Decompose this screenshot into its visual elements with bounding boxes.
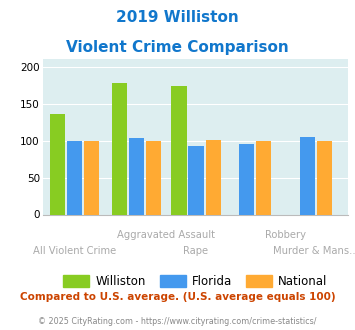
Text: Robbery: Robbery — [265, 230, 306, 240]
Bar — [129, 138, 144, 214]
Text: Compared to U.S. average. (U.S. average equals 100): Compared to U.S. average. (U.S. average … — [20, 292, 335, 302]
Bar — [112, 83, 127, 214]
Bar — [50, 114, 65, 214]
Bar — [239, 144, 254, 214]
Text: 2019 Williston: 2019 Williston — [116, 10, 239, 25]
Bar — [317, 141, 332, 214]
Bar — [146, 141, 162, 214]
Text: Murder & Mans...: Murder & Mans... — [273, 246, 355, 255]
Legend: Williston, Florida, National: Williston, Florida, National — [59, 270, 332, 292]
Bar — [206, 140, 221, 214]
Bar — [256, 141, 271, 214]
Bar — [67, 141, 82, 214]
Bar — [300, 137, 315, 214]
Text: Violent Crime Comparison: Violent Crime Comparison — [66, 40, 289, 54]
Text: All Violent Crime: All Violent Crime — [33, 246, 116, 255]
Text: Rape: Rape — [184, 246, 209, 255]
Bar — [189, 146, 204, 214]
Text: © 2025 CityRating.com - https://www.cityrating.com/crime-statistics/: © 2025 CityRating.com - https://www.city… — [38, 317, 317, 326]
Bar — [171, 86, 186, 214]
Text: Aggravated Assault: Aggravated Assault — [118, 230, 215, 240]
Bar — [84, 141, 99, 214]
